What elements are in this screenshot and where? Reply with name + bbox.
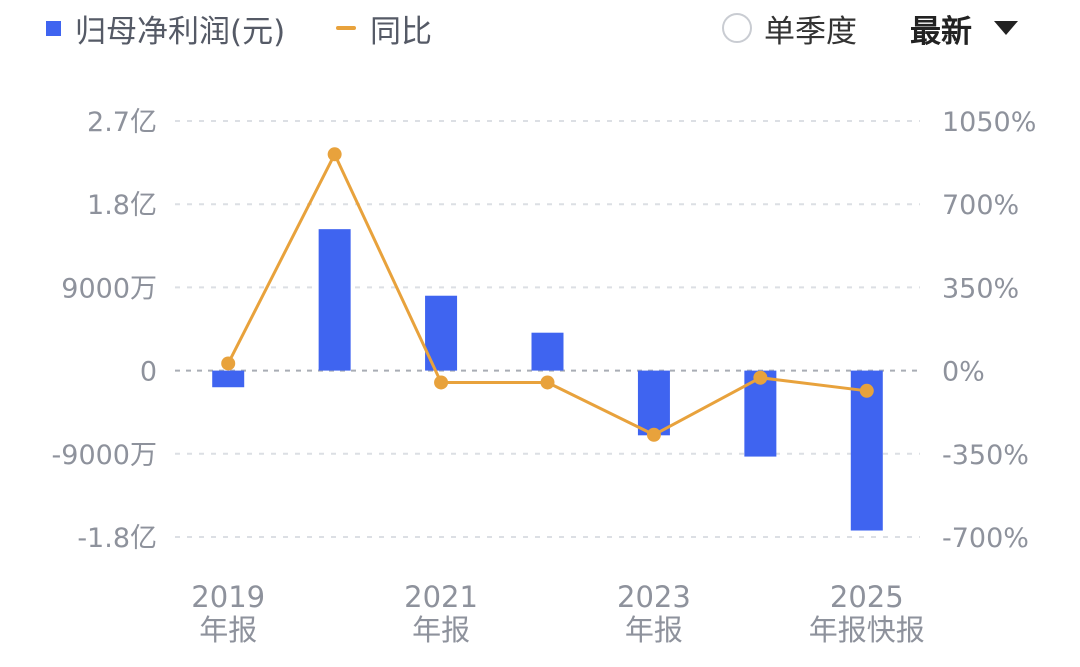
x-tick-sublabel: 年报 — [412, 613, 470, 647]
yoy-point — [221, 356, 236, 371]
x-tick-label: 2021 — [404, 580, 478, 614]
legend-net-profit[interactable]: 归母净利润(元) — [46, 8, 286, 50]
right-tick-label: -350% — [942, 440, 1029, 471]
yoy-line — [221, 147, 874, 442]
left-tick-label: 2.7亿 — [87, 107, 157, 138]
left-tick-label: 1.8亿 — [87, 190, 157, 221]
x-tick-label: 2023 — [617, 580, 691, 614]
right-y-axis: 1050% 700% 350% 0% -350% -700% — [942, 107, 1036, 554]
net-profit-bar — [212, 370, 245, 388]
x-tick-sublabel: 年报 — [625, 613, 683, 647]
x-tick-sublabel: 年报快报 — [809, 613, 925, 647]
yoy-point — [327, 147, 342, 162]
quarter-toggle-label: 单季度 — [764, 13, 857, 50]
legend-yoy-label: 同比 — [370, 13, 432, 50]
yoy-point — [753, 370, 768, 385]
caret-down-icon — [994, 21, 1018, 35]
chart-header: 归母净利润(元) 同比 单季度 最新 — [0, 0, 1080, 60]
latest-dropdown[interactable]: 最新 — [910, 8, 1018, 50]
legend-net-profit-label: 归母净利润(元) — [75, 13, 286, 50]
left-tick-label: -9000万 — [52, 440, 157, 471]
legend-yoy[interactable]: 同比 — [336, 8, 432, 50]
right-tick-label: 0% — [942, 357, 985, 388]
latest-dropdown-label: 最新 — [910, 13, 972, 50]
net-profit-bar — [531, 332, 564, 371]
left-tick-label: 0 — [140, 357, 157, 388]
right-tick-label: 350% — [942, 273, 1019, 304]
yoy-point — [646, 427, 661, 442]
yoy-point — [859, 383, 874, 398]
yoy-point — [434, 375, 449, 390]
left-tick-label: -1.8亿 — [77, 523, 157, 554]
right-tick-label: 1050% — [942, 107, 1036, 138]
radio-circle-icon[interactable] — [722, 13, 752, 43]
net-profit-bar — [318, 229, 351, 371]
right-tick-label: 700% — [942, 190, 1019, 221]
net-profit-swatch — [46, 20, 61, 36]
x-tick-label: 2025 — [830, 580, 904, 614]
net-profit-bar — [637, 370, 670, 436]
left-y-axis: 2.7亿 1.8亿 9000万 0 -9000万 -1.8亿 — [52, 107, 157, 554]
x-tick-sublabel: 年报 — [199, 613, 257, 647]
x-tick-label: 2019 — [191, 580, 265, 614]
right-tick-label: -700% — [942, 523, 1029, 554]
quarter-toggle[interactable]: 单季度 — [722, 8, 857, 50]
yoy-point — [540, 375, 555, 390]
yoy-swatch — [336, 26, 356, 30]
left-tick-label: 9000万 — [61, 273, 157, 304]
grid-lines — [175, 120, 920, 538]
